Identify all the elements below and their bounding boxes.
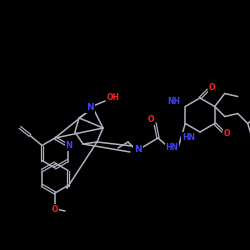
Text: O: O (224, 129, 230, 138)
Text: N: N (86, 104, 94, 112)
Text: NH: NH (167, 97, 180, 106)
Text: HN: HN (166, 144, 178, 152)
Text: HN: HN (182, 132, 195, 141)
Text: O: O (52, 204, 58, 214)
Text: N: N (66, 141, 72, 150)
Text: OH: OH (106, 92, 120, 102)
Text: N: N (134, 146, 142, 154)
Text: O: O (148, 116, 154, 124)
Text: O: O (209, 84, 215, 92)
